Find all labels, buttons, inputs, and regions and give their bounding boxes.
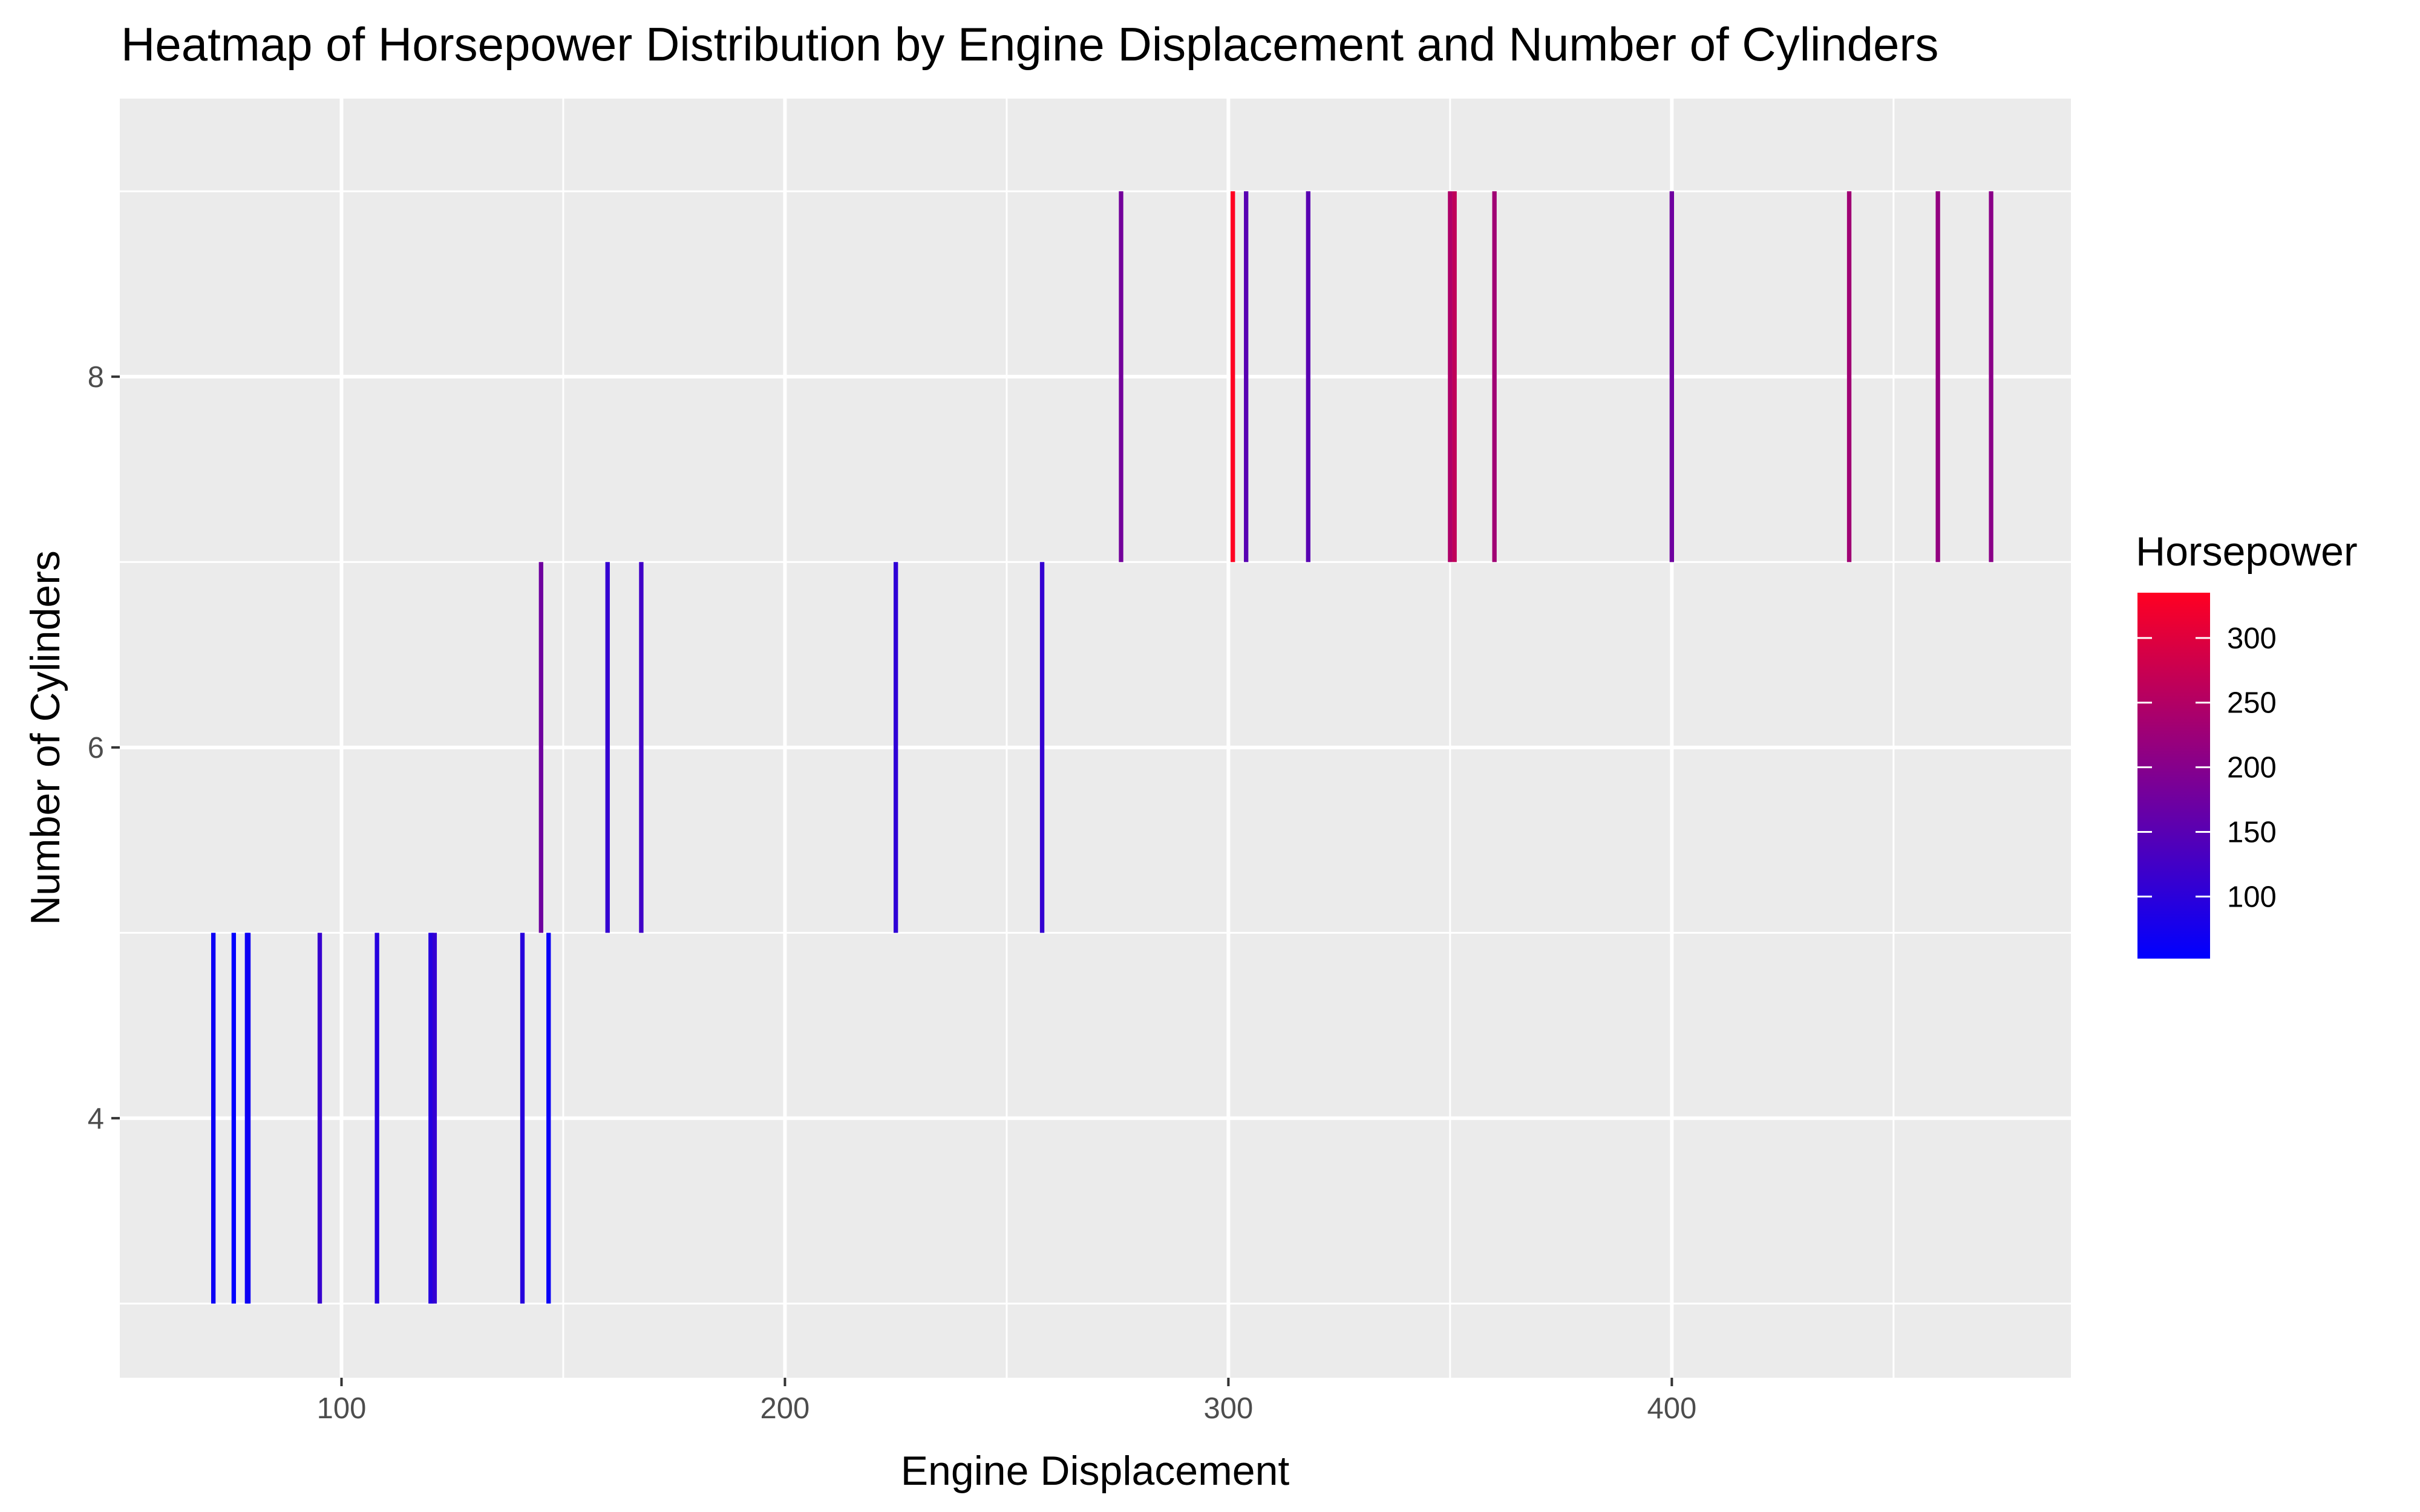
x-axis: 100 200 300 400: [317, 1378, 1696, 1425]
y-tick-label: 8: [88, 361, 104, 394]
heatmap-cell: [374, 933, 379, 1304]
legend-tick-label: 100: [2227, 881, 2277, 913]
heatmap-cell: [538, 562, 543, 933]
heatmap-cell: [1448, 191, 1453, 562]
heatmap-cell: [1306, 191, 1310, 562]
heatmap-cell: [317, 933, 322, 1304]
heatmap-cell: [211, 933, 216, 1304]
legend-colorbar: [2137, 593, 2210, 959]
y-tick-label: 4: [88, 1103, 104, 1135]
heatmap-cell: [894, 562, 898, 933]
plot-panel: [120, 99, 2071, 1378]
heatmap-cell: [1669, 191, 1675, 562]
heatmap-cell: [1231, 191, 1235, 562]
heatmap-cell: [1846, 191, 1852, 562]
y-tick-label: 6: [88, 732, 104, 764]
heatmap-cell: [432, 933, 437, 1304]
heatmap-cell: [546, 933, 551, 1304]
heatmap-cell: [429, 933, 434, 1304]
heatmap-cell: [520, 933, 525, 1304]
x-tick-label: 400: [1647, 1392, 1696, 1425]
heatmap-cell: [639, 562, 644, 933]
heatmap-cell: [1989, 191, 1993, 562]
x-tick-label: 200: [760, 1392, 810, 1425]
legend: Horsepower 100 150 200 250 300: [2136, 529, 2358, 959]
legend-tick-label: 200: [2227, 752, 2277, 784]
heatmap-cell: [605, 562, 610, 933]
x-tick-label: 300: [1204, 1392, 1254, 1425]
heatmap-cell: [1039, 562, 1045, 933]
y-axis: 4 6 8: [88, 361, 120, 1135]
x-tick-label: 100: [317, 1392, 367, 1425]
legend-tick-label: 150: [2227, 816, 2277, 849]
y-axis-title: Number of Cylinders: [22, 550, 68, 925]
heatmap-cell: [1452, 191, 1457, 562]
legend-ticks: 100 150 200 250 300: [2137, 622, 2277, 913]
heatmap-cells: [211, 191, 1993, 1304]
heatmap-cell: [231, 933, 237, 1304]
x-axis-title: Engine Displacement: [901, 1448, 1290, 1494]
chart-title: Heatmap of Horsepower Distribution by En…: [121, 18, 1938, 71]
heatmap-cell: [1492, 191, 1497, 562]
legend-title: Horsepower: [2136, 529, 2358, 575]
heatmap-cell: [1935, 191, 1940, 562]
legend-tick-label: 300: [2227, 622, 2277, 655]
heatmap-cell: [1119, 191, 1123, 562]
legend-tick-label: 250: [2227, 687, 2277, 720]
heatmap-cell: [1244, 191, 1249, 562]
heatmap-cell: [246, 933, 251, 1304]
